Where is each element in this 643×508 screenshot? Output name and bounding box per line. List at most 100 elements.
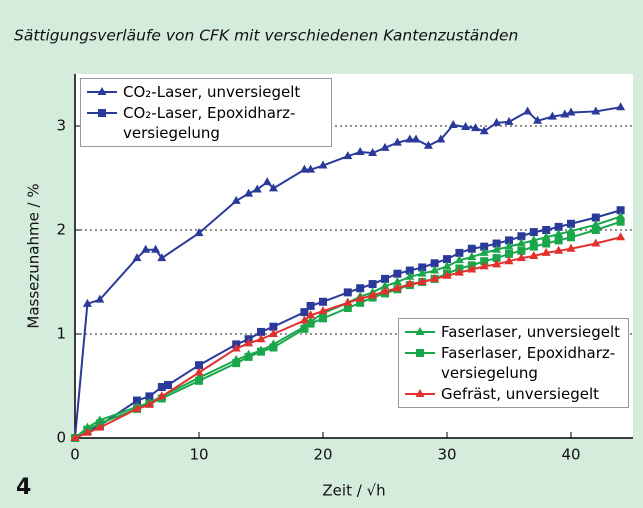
marker xyxy=(368,148,378,157)
marker xyxy=(517,246,526,255)
x-axis-label: Zeit / √h xyxy=(322,482,385,500)
marker xyxy=(492,117,502,126)
legend-entry: Gefräst, unversiegelt xyxy=(405,384,622,404)
marker xyxy=(306,310,316,319)
marker xyxy=(443,255,451,264)
marker xyxy=(430,273,440,282)
x-tick-label: 30 xyxy=(437,446,456,464)
marker xyxy=(144,399,154,408)
marker xyxy=(157,253,167,262)
marker xyxy=(392,137,402,146)
marker xyxy=(343,151,353,160)
marker xyxy=(616,206,625,215)
marker xyxy=(480,257,489,266)
marker xyxy=(392,283,402,292)
marker xyxy=(461,122,471,131)
marker xyxy=(417,277,427,285)
marker xyxy=(517,232,526,241)
marker xyxy=(591,219,601,228)
figure-label: 4 xyxy=(16,475,31,500)
marker xyxy=(423,140,433,149)
marker xyxy=(98,109,106,117)
marker xyxy=(471,123,481,132)
marker xyxy=(256,334,266,343)
legend-icon xyxy=(87,87,117,95)
marker xyxy=(516,238,526,247)
legend-icon xyxy=(87,109,117,117)
legend-label: CO₂-Laser, Epoxidharz- versiegelung xyxy=(123,104,296,142)
marker xyxy=(157,383,166,392)
marker xyxy=(467,264,477,273)
marker xyxy=(231,343,241,352)
marker xyxy=(319,297,327,306)
marker xyxy=(244,352,253,361)
marker xyxy=(355,293,365,302)
marker xyxy=(442,261,452,270)
marker xyxy=(194,367,204,376)
marker xyxy=(132,253,142,262)
marker xyxy=(405,266,414,275)
marker xyxy=(529,228,538,237)
marker xyxy=(380,142,390,151)
legend: CO₂-Laser, unversiegelt CO₂-Laser, Epoxid… xyxy=(80,78,332,147)
marker xyxy=(505,249,513,258)
marker xyxy=(560,109,570,118)
marker xyxy=(244,338,254,347)
marker xyxy=(516,253,526,262)
marker xyxy=(492,244,502,253)
legend-icon xyxy=(405,389,435,397)
chart-title: Sättigungsverläufe von CFK mit verschied… xyxy=(14,27,518,45)
marker xyxy=(231,195,241,204)
marker xyxy=(268,183,278,192)
marker xyxy=(430,259,439,268)
legend-entry: CO₂-Laser, Epoxidharz- versiegelung xyxy=(87,103,325,143)
marker xyxy=(151,244,161,253)
marker xyxy=(232,359,241,368)
legend-entry: Faserlaser, Epoxidharz- versiegelung xyxy=(405,343,622,383)
marker xyxy=(244,188,254,197)
marker xyxy=(523,106,533,115)
marker xyxy=(343,288,352,297)
marker xyxy=(529,235,539,244)
marker xyxy=(141,244,151,253)
marker xyxy=(542,226,551,234)
x-tick-label: 20 xyxy=(313,446,332,464)
marker xyxy=(554,245,564,254)
y-axis-label: Massezunahme / % xyxy=(25,183,43,328)
x-tick-label: 0 xyxy=(70,446,80,464)
marker xyxy=(529,251,539,259)
marker xyxy=(299,164,309,173)
x-tick-label: 10 xyxy=(189,446,208,464)
marker xyxy=(319,314,327,323)
legend-icon xyxy=(405,349,435,357)
marker xyxy=(454,255,464,264)
marker xyxy=(257,327,265,336)
marker xyxy=(567,233,575,242)
marker xyxy=(541,232,551,241)
marker xyxy=(554,229,564,238)
marker xyxy=(318,160,328,169)
marker xyxy=(97,87,107,95)
marker xyxy=(479,247,489,256)
marker xyxy=(492,239,501,248)
marker xyxy=(269,343,278,352)
marker xyxy=(436,134,446,143)
marker xyxy=(542,239,551,248)
marker xyxy=(318,306,328,315)
legend-label: Gefräst, unversiegelt xyxy=(441,385,600,403)
marker xyxy=(269,322,278,331)
marker xyxy=(392,277,402,285)
marker xyxy=(132,403,142,412)
marker xyxy=(442,270,452,279)
marker xyxy=(591,238,601,247)
marker xyxy=(479,261,489,270)
marker xyxy=(268,329,278,337)
marker xyxy=(133,396,141,405)
marker xyxy=(566,226,576,235)
marker xyxy=(567,219,575,228)
legend-entry: Faserlaser, unversiegelt xyxy=(405,322,622,342)
marker xyxy=(416,349,424,357)
marker xyxy=(591,213,600,222)
marker xyxy=(306,319,315,328)
